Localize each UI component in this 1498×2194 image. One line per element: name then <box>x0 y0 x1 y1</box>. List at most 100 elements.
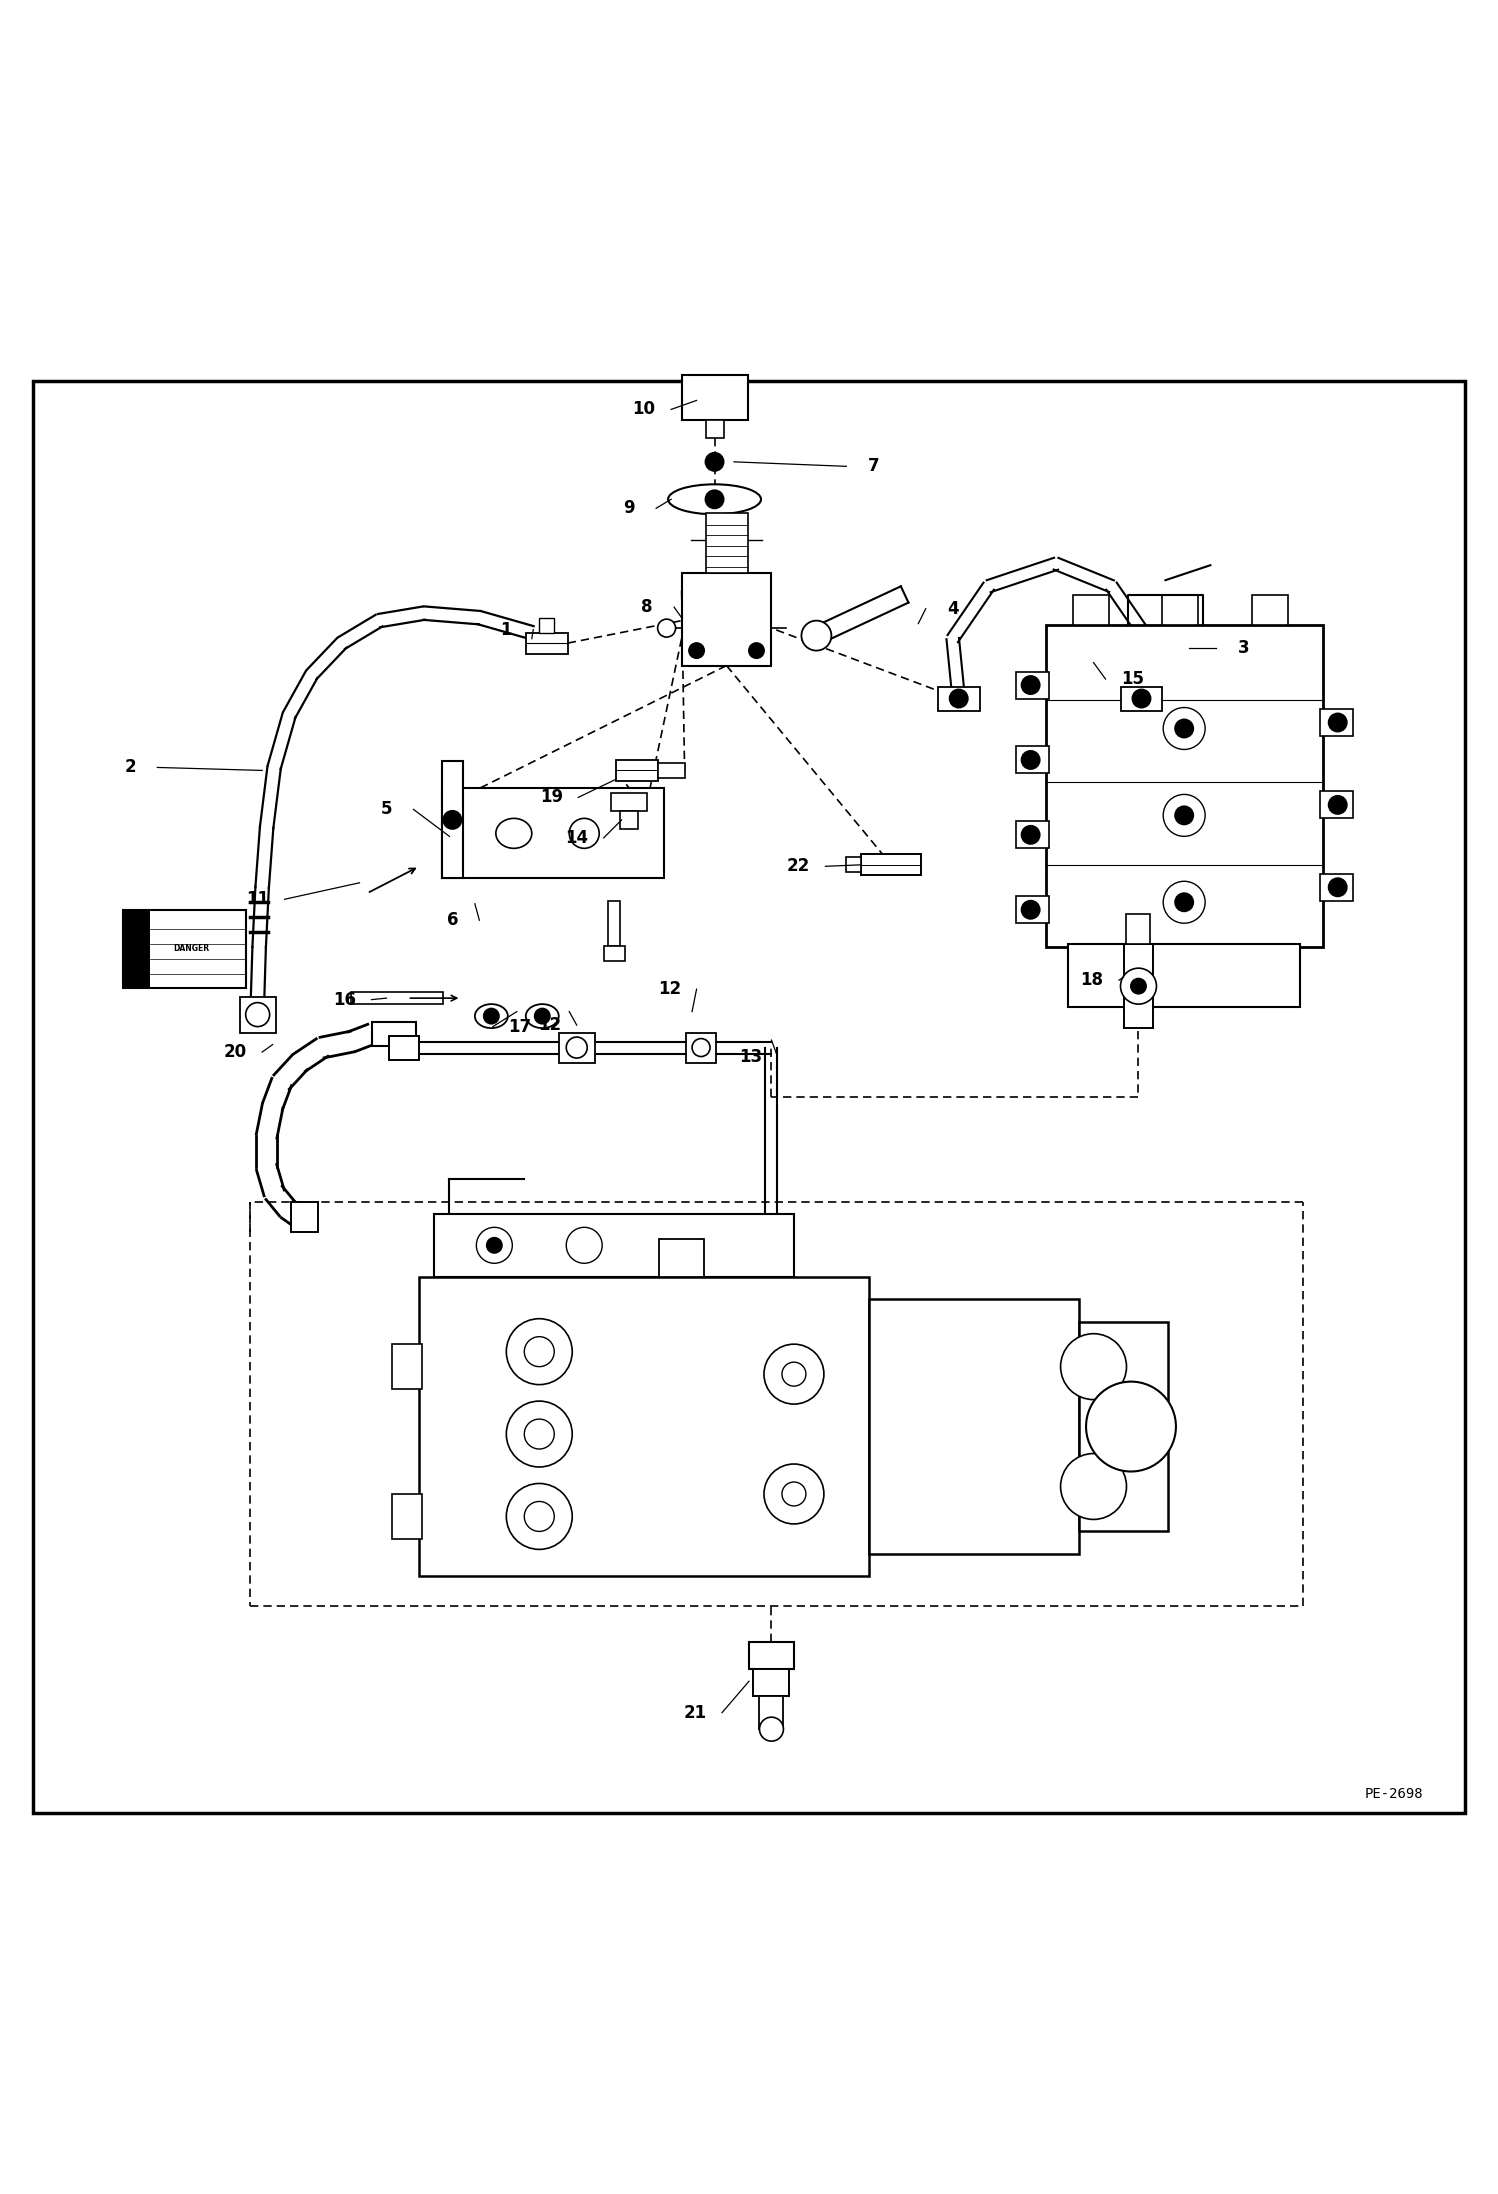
Bar <box>659 1240 704 1277</box>
Circle shape <box>1174 893 1194 911</box>
Circle shape <box>1022 825 1040 845</box>
Bar <box>442 761 463 878</box>
Circle shape <box>487 1237 502 1253</box>
Circle shape <box>535 1009 550 1025</box>
Circle shape <box>706 489 724 509</box>
Circle shape <box>1329 878 1347 897</box>
Bar <box>123 911 246 987</box>
Bar <box>1320 792 1353 818</box>
Circle shape <box>1174 720 1194 737</box>
Text: 14: 14 <box>565 829 589 847</box>
Text: 2: 2 <box>124 759 136 777</box>
Bar <box>559 1033 595 1062</box>
Circle shape <box>782 1362 806 1387</box>
Bar <box>434 1213 794 1277</box>
Circle shape <box>706 452 724 472</box>
Circle shape <box>1022 902 1040 919</box>
Circle shape <box>801 621 831 652</box>
Circle shape <box>1162 706 1204 750</box>
Ellipse shape <box>496 818 532 849</box>
Bar <box>753 1670 789 1696</box>
Bar <box>1016 821 1049 849</box>
Text: 15: 15 <box>1121 669 1144 689</box>
Bar <box>759 1696 783 1729</box>
Bar <box>1252 595 1288 625</box>
Bar <box>1320 873 1353 902</box>
Text: 8: 8 <box>641 599 653 617</box>
Bar <box>749 1643 794 1670</box>
Circle shape <box>692 1038 710 1058</box>
Circle shape <box>506 1402 572 1468</box>
Bar <box>392 1345 422 1389</box>
Bar <box>1079 1321 1168 1531</box>
Ellipse shape <box>526 1005 559 1029</box>
Bar <box>351 992 443 1005</box>
Text: 21: 21 <box>683 1705 707 1722</box>
Text: 17: 17 <box>508 1018 532 1036</box>
Circle shape <box>764 1345 824 1404</box>
Text: 9: 9 <box>623 500 635 518</box>
Circle shape <box>1132 689 1150 706</box>
Text: 4: 4 <box>947 599 959 619</box>
Bar <box>1016 897 1049 924</box>
Circle shape <box>950 689 968 706</box>
Bar <box>861 853 921 875</box>
Bar <box>1068 943 1300 1007</box>
Text: 6: 6 <box>446 911 458 930</box>
Text: 5: 5 <box>380 801 392 818</box>
Bar <box>1016 671 1049 698</box>
Bar <box>1162 595 1198 625</box>
Bar <box>1046 625 1323 948</box>
Circle shape <box>246 1003 270 1027</box>
Circle shape <box>1086 1382 1176 1472</box>
Bar <box>616 759 658 781</box>
Circle shape <box>566 1226 602 1264</box>
Bar <box>392 1494 422 1538</box>
Bar <box>1320 709 1353 735</box>
Text: DANGER: DANGER <box>174 943 210 952</box>
Circle shape <box>749 643 764 658</box>
Circle shape <box>1174 807 1194 825</box>
Circle shape <box>524 1336 554 1367</box>
Text: 3: 3 <box>1237 638 1249 656</box>
Bar <box>1016 746 1049 774</box>
Text: 20: 20 <box>223 1042 247 1062</box>
Bar <box>539 619 554 632</box>
Text: 13: 13 <box>739 1047 762 1066</box>
Bar <box>846 858 861 873</box>
Circle shape <box>1329 713 1347 731</box>
Circle shape <box>658 619 676 636</box>
Bar <box>419 1277 869 1575</box>
Circle shape <box>782 1481 806 1505</box>
Bar <box>682 573 771 665</box>
Circle shape <box>1121 968 1156 1005</box>
Circle shape <box>1022 676 1040 693</box>
Bar <box>389 1036 419 1060</box>
Bar <box>1121 687 1162 711</box>
Circle shape <box>759 1718 783 1742</box>
Circle shape <box>1329 796 1347 814</box>
Circle shape <box>484 1009 499 1025</box>
Circle shape <box>476 1226 512 1264</box>
Circle shape <box>566 1038 587 1058</box>
Text: 11: 11 <box>246 891 270 908</box>
Bar <box>682 375 748 419</box>
Circle shape <box>689 643 704 658</box>
Bar <box>604 946 625 961</box>
Ellipse shape <box>475 1005 508 1029</box>
Bar <box>1126 915 1150 943</box>
Bar <box>938 687 980 711</box>
Bar <box>706 513 748 573</box>
Circle shape <box>1061 1334 1126 1400</box>
Bar <box>869 1299 1079 1553</box>
Text: 19: 19 <box>539 788 563 807</box>
Circle shape <box>524 1420 554 1448</box>
Bar <box>372 1022 416 1047</box>
Bar <box>608 902 620 946</box>
Bar <box>1073 595 1109 625</box>
Circle shape <box>506 1319 572 1384</box>
Bar <box>526 632 568 654</box>
Bar <box>706 419 724 439</box>
Circle shape <box>1162 882 1204 924</box>
Circle shape <box>524 1501 554 1531</box>
